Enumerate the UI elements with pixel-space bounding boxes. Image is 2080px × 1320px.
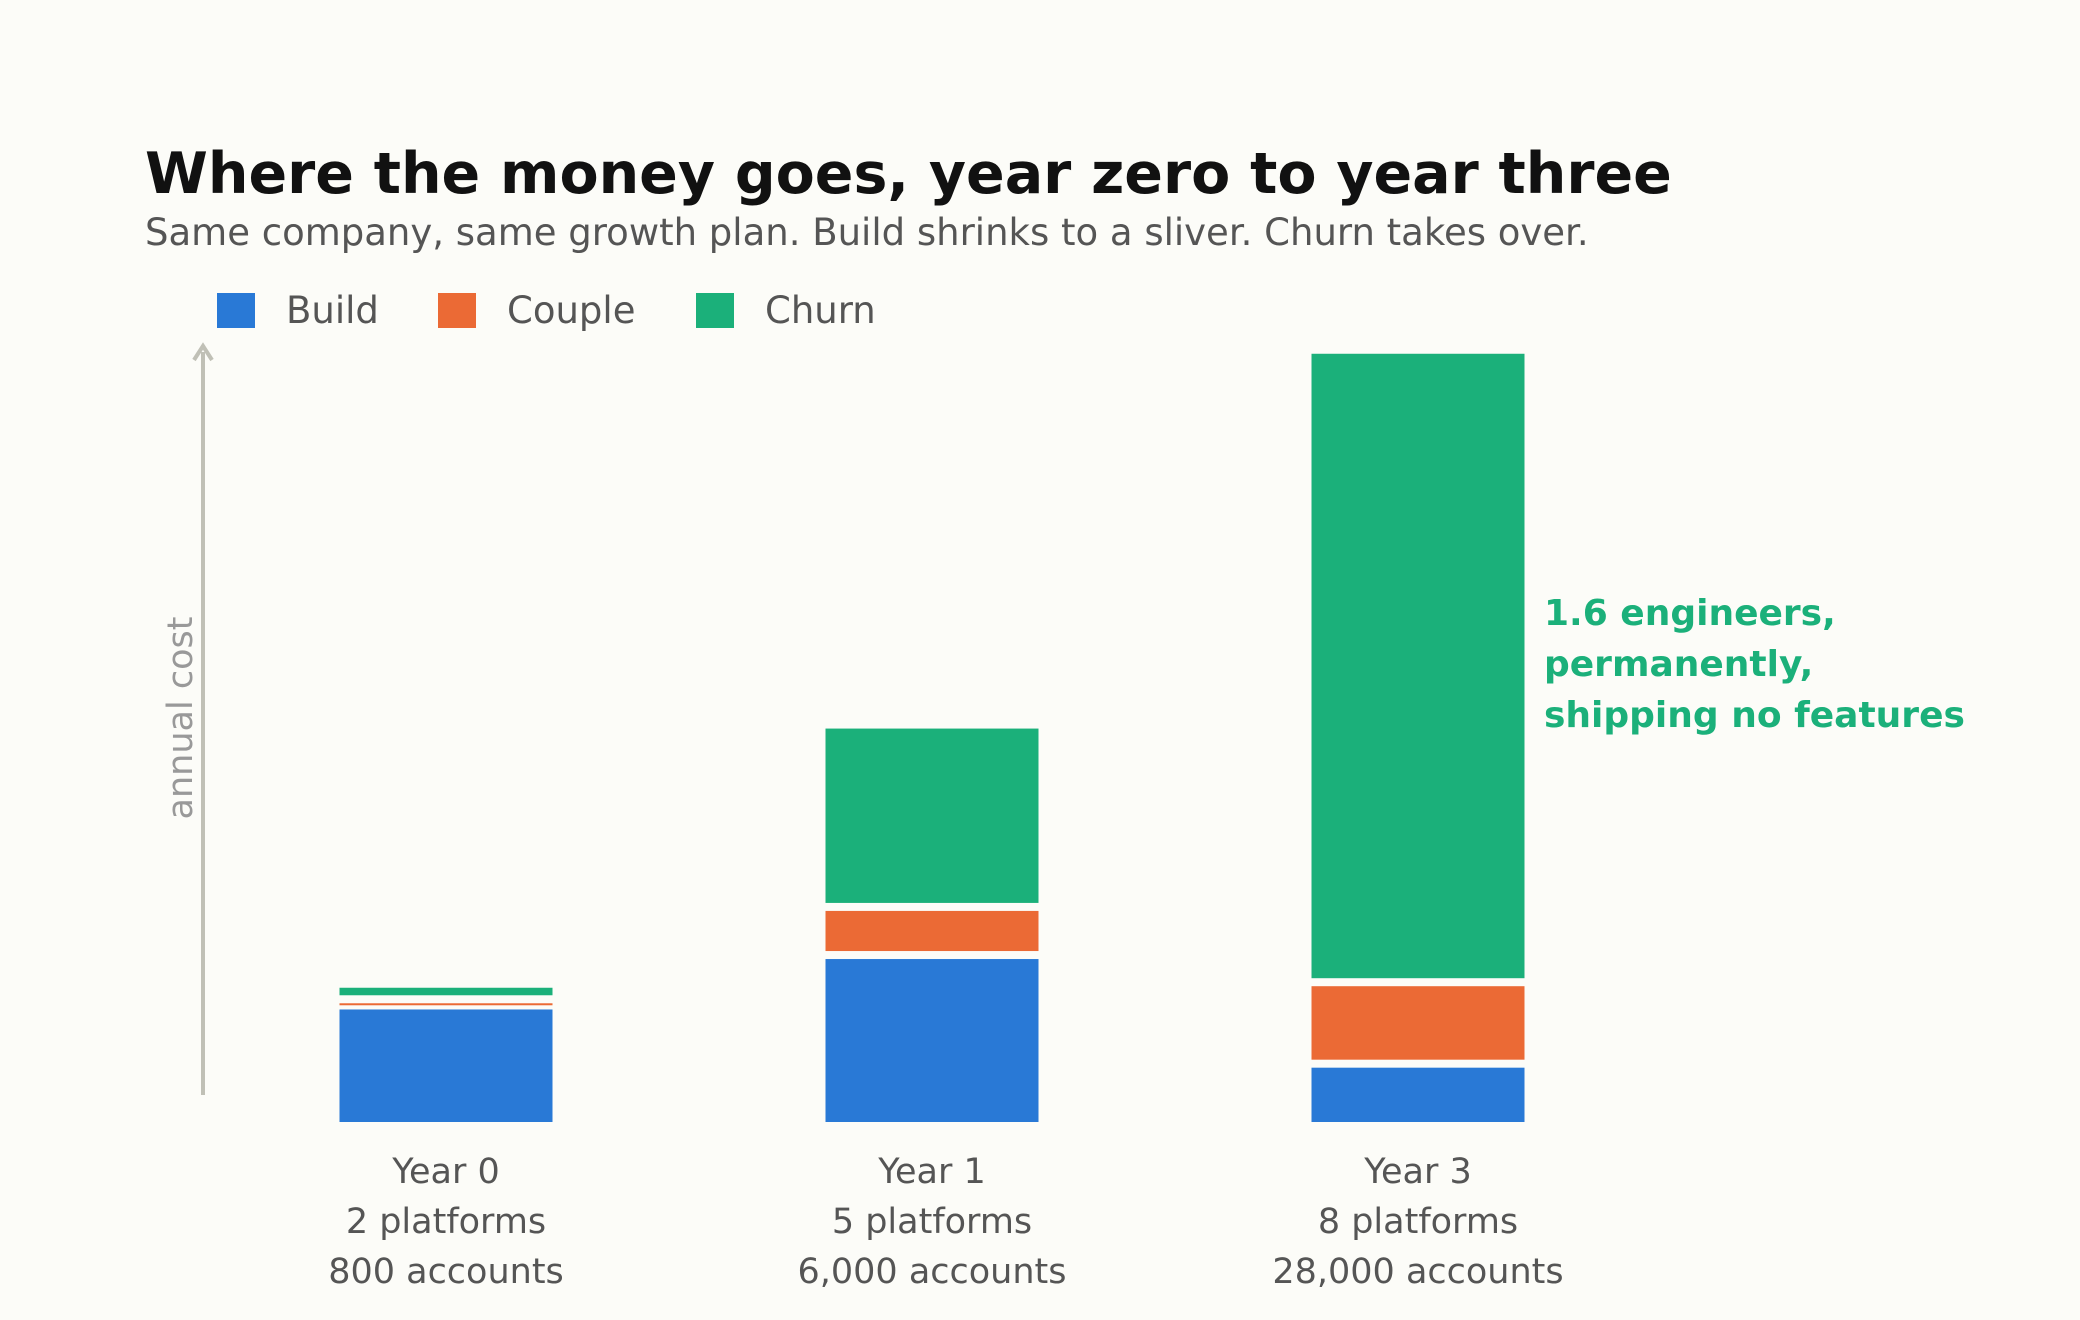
- legend-label-build: Build: [286, 289, 379, 332]
- bar-couple-0: [339, 1003, 553, 1006]
- legend-label-churn: Churn: [765, 289, 876, 332]
- category-label-1-line-1: 5 platforms: [832, 1202, 1032, 1242]
- annotation-line-0: 1.6 engineers,: [1544, 593, 1836, 634]
- bar-churn-1: [825, 728, 1039, 903]
- bars: [339, 353, 1525, 1122]
- bar-churn-2: [1311, 353, 1525, 979]
- category-label-0-line-0: Year 0: [391, 1152, 500, 1192]
- category-label-1-line-2: 6,000 accounts: [798, 1252, 1067, 1292]
- bar-couple-1: [825, 910, 1039, 952]
- legend-label-couple: Couple: [507, 289, 635, 332]
- chart-subtitle: Same company, same growth plan. Build sh…: [145, 211, 1589, 254]
- churn-annotation: 1.6 engineers, permanently, shipping no fe…: [1544, 593, 1965, 736]
- category-label-2-line-1: 8 platforms: [1318, 1202, 1518, 1242]
- category-label-0-line-1: 2 platforms: [346, 1202, 546, 1242]
- annotation-line-1: permanently,: [1544, 644, 1813, 685]
- bar-build-0: [339, 1009, 553, 1122]
- bar-couple-2: [1311, 986, 1525, 1060]
- y-axis: annual cost: [161, 342, 214, 1095]
- category-label-0-line-2: 800 accounts: [328, 1252, 564, 1292]
- annotation-line-2: shipping no features: [1544, 695, 1965, 736]
- category-label-2-line-2: 28,000 accounts: [1272, 1252, 1563, 1292]
- legend: Build Couple Churn: [217, 289, 876, 332]
- bar-churn-0: [339, 987, 553, 996]
- legend-swatch-couple: [438, 293, 476, 328]
- bar-build-2: [1311, 1067, 1525, 1122]
- category-label-2-line-0: Year 3: [1363, 1152, 1472, 1192]
- y-axis-label: annual cost: [161, 617, 201, 820]
- bar-build-1: [825, 959, 1039, 1122]
- category-labels: Year 0 2 platforms 800 accounts Year 1 5 pla…: [328, 1152, 1563, 1292]
- chart-title: Where the money goes, year zero to year …: [145, 141, 1672, 207]
- legend-swatch-build: [217, 293, 255, 328]
- category-label-1-line-0: Year 1: [877, 1152, 986, 1192]
- y-axis-arrowhead: [192, 342, 214, 362]
- legend-swatch-churn: [696, 293, 734, 328]
